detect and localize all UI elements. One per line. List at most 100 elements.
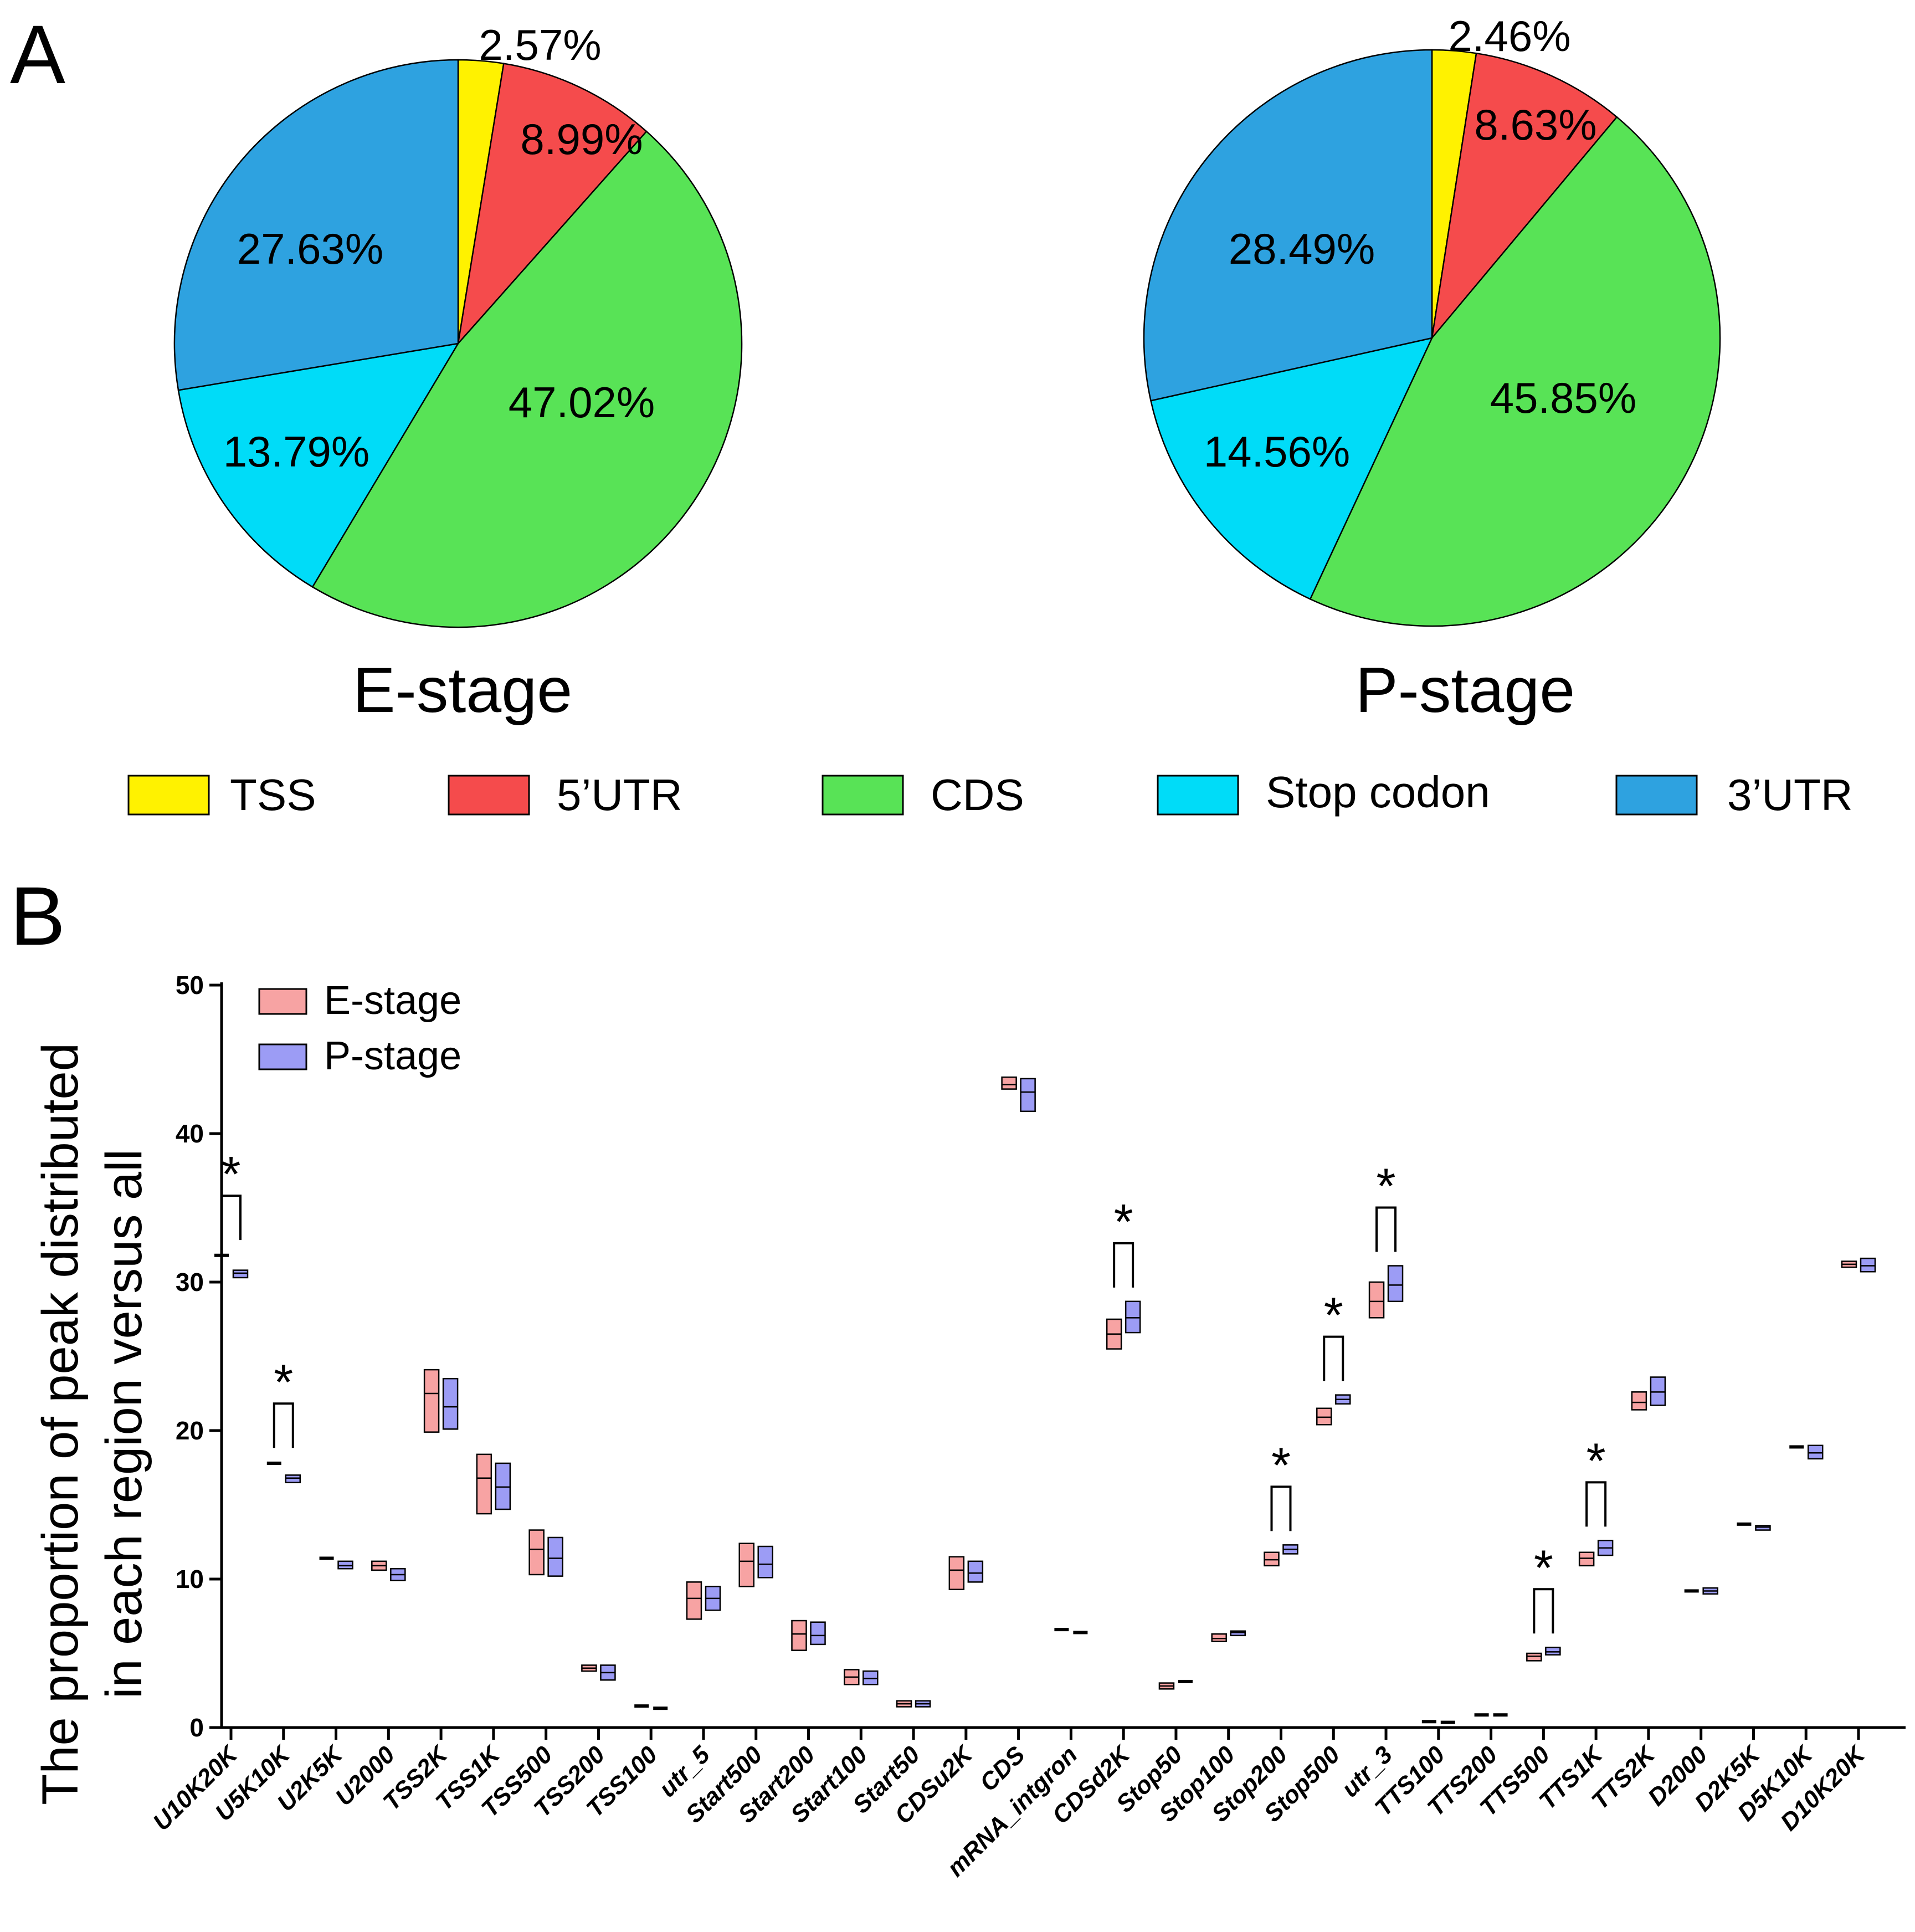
box-p-stage-tts500: [1545, 1647, 1561, 1656]
box-e-stage-tss2k: [423, 1369, 440, 1433]
y-tick-label: 50: [176, 971, 204, 1000]
box-p-stage-tss1k: [495, 1462, 511, 1510]
significance-star-stop500: *: [1324, 1288, 1343, 1344]
box-e-stage-utr-3: [1368, 1281, 1385, 1319]
box-e-stage-d2000: [1684, 1589, 1699, 1593]
box-p-stage-cds: [1020, 1078, 1036, 1113]
significance-bracket-u5k10k: [273, 1402, 294, 1448]
box-e-stage-tts200: [1474, 1713, 1489, 1717]
pie-chart-p-stage: 2.46% 8.63% 45.85% 14.56% 28.49%: [1143, 12, 1721, 627]
box-p-stage-tss2k: [442, 1377, 459, 1430]
legend-swatch-3utr: [1615, 775, 1698, 816]
significance-bracket-stop200: [1270, 1485, 1292, 1531]
pie-label-cds: 47.02%: [509, 378, 655, 427]
pie-slice-stop-codon: [1149, 337, 1434, 600]
y-tick-label: 30: [176, 1268, 204, 1296]
y-tick-label: 10: [176, 1565, 204, 1593]
box-e-stage-tts500: [1526, 1652, 1542, 1662]
legend-label-p-stage: P-stage: [324, 1034, 461, 1078]
significance-star-cdsd2k: *: [1114, 1195, 1133, 1250]
legend-swatch-e-stage: [258, 988, 307, 1015]
box-p-stage-utr-3: [1387, 1265, 1404, 1303]
box-p-stage-tss500: [547, 1536, 563, 1577]
legend-swatch-p-stage: [258, 1043, 307, 1070]
y-tick-label: 20: [176, 1416, 204, 1445]
box-p-stage-d5k10k: [1807, 1444, 1824, 1460]
legend-swatch-tss: [127, 775, 210, 816]
box-p-stage-start500: [757, 1545, 773, 1579]
legend-label-cds: CDS: [931, 770, 1024, 819]
pie-chart-e-stage: 2.57% 8.99% 47.02% 13.79% 27.63%: [173, 21, 743, 628]
significance-bracket-stop500: [1323, 1335, 1344, 1381]
y-axis-label-line2: in each region versus all: [96, 1149, 152, 1699]
box-p-stage-d10k20k: [1860, 1257, 1876, 1273]
box-e-stage-u10k20k: [214, 1253, 229, 1257]
box-p-stage-d2k5k: [1755, 1525, 1771, 1531]
box-e-stage-tts2k: [1631, 1391, 1647, 1411]
pie-label-3-utr: 28.49%: [1229, 224, 1375, 273]
panel-a-label: A: [10, 8, 65, 101]
box-p-stage-u5k10k: [285, 1474, 301, 1484]
box-p-stage-tts2k: [1650, 1376, 1666, 1406]
box-p-stage-mrna-intgron: [1073, 1631, 1088, 1634]
significance-bracket-tts500: [1533, 1588, 1554, 1634]
pie-label-tss: 2.57%: [479, 21, 601, 69]
significance-star-u10k20k: *: [221, 1147, 240, 1202]
box-e-stage-cds: [1001, 1076, 1017, 1090]
pie-slice-cds: [311, 130, 743, 628]
legend-label-5utr: 5’UTR: [557, 770, 682, 819]
significance-bracket-u10k20k: [220, 1195, 242, 1241]
pie-slice-5-utr: [1431, 52, 1618, 341]
box-e-stage-tts100: [1421, 1720, 1436, 1724]
pie-label-5-utr: 8.99%: [520, 115, 643, 163]
legend-label-e-stage: E-stage: [324, 978, 461, 1023]
pie-slice-3-utr: [1143, 49, 1433, 402]
box-e-stage-tss500: [528, 1529, 545, 1576]
box-e-stage-d5k10k: [1789, 1445, 1804, 1449]
box-p-stage-start100: [862, 1670, 879, 1685]
significance-star-u5k10k: *: [274, 1355, 293, 1410]
box-e-stage-u2k5k: [319, 1556, 334, 1560]
box-e-stage-tts1k: [1578, 1551, 1595, 1567]
box-p-stage-start200: [810, 1621, 826, 1646]
pie-slice-cds: [1309, 116, 1721, 627]
legend-swatch-5utr: [448, 775, 530, 816]
legend-a: TSS 5’UTR CDS Stop codon 3’UTR: [127, 767, 1853, 819]
legend-label-stop-codon: Stop codon: [1266, 767, 1490, 817]
significance-star-tts1k: *: [1587, 1433, 1606, 1489]
box-e-stage-u5k10k: [266, 1461, 281, 1465]
significance-star-utr-3: *: [1377, 1159, 1396, 1214]
box-p-stage-cdsd2k: [1125, 1300, 1141, 1334]
pie-slice-3-utr: [173, 59, 459, 391]
box-e-stage-tss1k: [476, 1453, 492, 1515]
significance-star-stop200: *: [1271, 1438, 1291, 1493]
pie-label-tss: 2.46%: [1448, 12, 1570, 60]
significance-star-tts500: *: [1534, 1540, 1553, 1596]
box-e-stage-utr-5: [686, 1581, 702, 1620]
legend-swatch-stop-codon: [1157, 775, 1239, 816]
pie-label-stop-codon: 13.79%: [223, 427, 370, 476]
box-e-stage-mrna-intgron: [1054, 1628, 1069, 1632]
panel-b-label: B: [10, 869, 65, 962]
box-p-stage-cdsu2k: [967, 1560, 984, 1583]
pie-label-cds: 45.85%: [1490, 373, 1637, 422]
box-p-stage-stop50: [1178, 1679, 1193, 1683]
y-axis-label-line1: The proportion of peak distributed: [32, 1043, 89, 1805]
pie-p-title: P-stage: [1356, 655, 1575, 726]
box-e-stage-stop500: [1316, 1407, 1332, 1426]
box-e-stage-cdsu2k: [948, 1556, 965, 1591]
legend-b: E-stage P-stage: [258, 978, 461, 1078]
pie-slice-5-utr: [457, 63, 648, 346]
box-p-stage-u10k20k: [232, 1269, 249, 1279]
y-tick-label: 40: [176, 1119, 204, 1148]
legend-label-3utr: 3’UTR: [1727, 770, 1853, 819]
pie-label-stop-codon: 14.56%: [1204, 427, 1351, 476]
box-chart: 01020304050U10K20KU5K10KU2K5KU2000TSS2KT…: [148, 971, 1906, 1882]
box-e-stage-tss100: [634, 1704, 649, 1708]
box-p-stage-u2k5k: [337, 1560, 353, 1570]
box-p-stage-tts100: [1440, 1720, 1455, 1724]
box-e-stage-start200: [791, 1620, 807, 1651]
y-tick-label: 0: [189, 1713, 204, 1742]
box-e-stage-stop100: [1211, 1633, 1227, 1642]
